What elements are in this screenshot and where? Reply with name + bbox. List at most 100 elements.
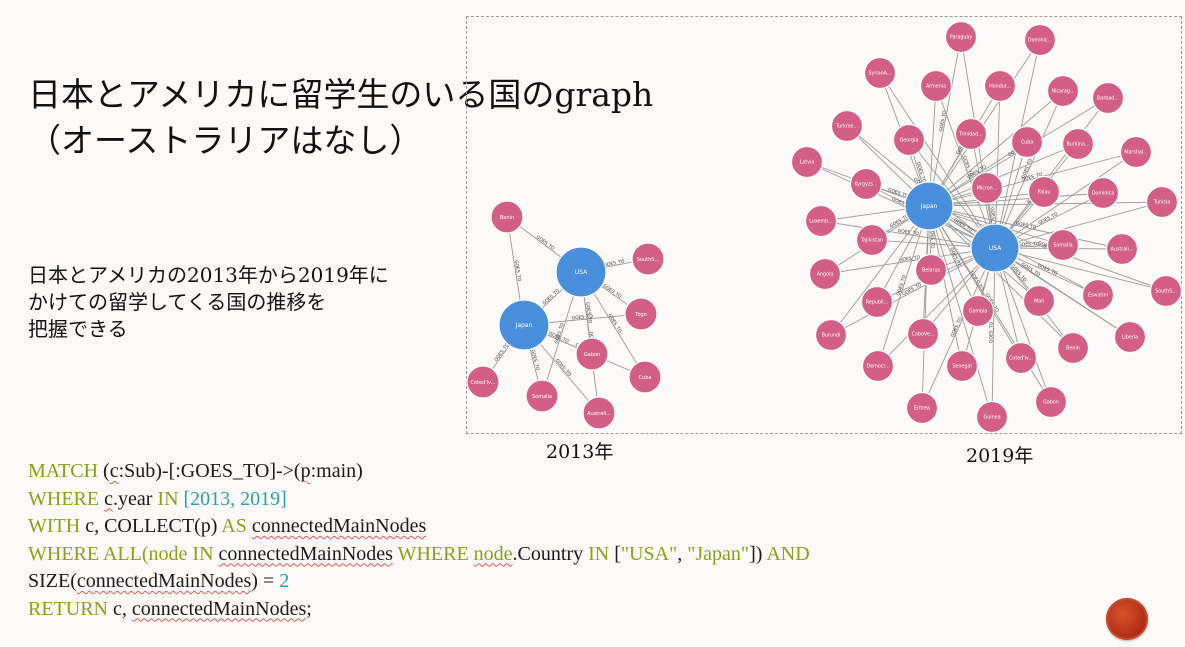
node-2019-9: Trinidad... xyxy=(954,117,988,151)
svg-text:CaboVe...: CaboVe... xyxy=(912,332,935,338)
svg-text:GOES_TO: GOES_TO xyxy=(554,358,573,378)
svg-text:GOES_TO: GOES_TO xyxy=(584,302,593,324)
svg-text:GOES_TO: GOES_TO xyxy=(938,110,948,132)
code-token: .Country xyxy=(512,542,589,565)
svg-text:Barbad...: Barbad... xyxy=(1097,96,1119,102)
svg-text:Palau: Palau xyxy=(1038,190,1051,196)
node-2019-30: Liberia xyxy=(1113,320,1147,354)
slide-title: 日本とアメリカに留学生のいる国のgraph （オーストラリアはなし） xyxy=(28,72,728,164)
node-2019-22: Australi... xyxy=(1105,232,1139,266)
node-2019-4: Hondur... xyxy=(983,69,1017,103)
keyword-where: WHERE xyxy=(28,487,100,510)
keyword-where: WHERE xyxy=(392,542,474,565)
code-variable: connectedMainNodes xyxy=(76,570,252,592)
svg-text:Cuba: Cuba xyxy=(1021,140,1033,146)
svg-text:GOES_TO: GOES_TO xyxy=(1021,171,1044,182)
svg-text:GOES_TO: GOES_TO xyxy=(952,217,974,234)
node-2019-7: Turkme... xyxy=(830,109,864,143)
slide-title-line1: 日本とアメリカに留学生のいる国のgraph xyxy=(28,75,654,114)
slide-logo-badge xyxy=(1106,598,1148,640)
code-line-6: RETURN c, connectedMainNodes; xyxy=(28,596,1008,624)
node-2019-28: Gambia xyxy=(961,294,995,328)
node-2019-36: Coted'Iv... xyxy=(1004,341,1038,375)
edge-2019: GOES_TO xyxy=(824,247,996,275)
caption-2013: 2013年 xyxy=(546,441,614,463)
node-2019-15: Micron... xyxy=(970,171,1004,205)
node-2019-24: Belarus xyxy=(914,253,948,287)
svg-text:Japan: Japan xyxy=(515,322,533,329)
node-2019-0: Paraguay xyxy=(944,20,978,54)
svg-text:Gabon: Gabon xyxy=(584,352,600,358)
keyword-match: MATCH xyxy=(28,460,99,482)
node-2013-2: Togo xyxy=(624,297,658,331)
code-token: [ xyxy=(609,542,621,565)
svg-text:Paraguay: Paraguay xyxy=(950,35,973,41)
edge-2019 xyxy=(877,247,996,367)
svg-text:Coted'Iv...: Coted'Iv... xyxy=(471,380,496,386)
code-token: p xyxy=(300,460,311,482)
svg-text:Angola: Angola xyxy=(817,272,834,278)
node-2019-18: Tunisia xyxy=(1145,185,1179,219)
svg-text:Somalia: Somalia xyxy=(532,394,552,400)
keyword-in: IN xyxy=(187,542,219,565)
keyword-in: IN xyxy=(157,487,179,510)
node-2019-38: Gabon xyxy=(1034,385,1068,419)
code-line-5: SIZE(connectedMainNodes) = 2 xyxy=(28,568,1008,596)
node-2019-japan: Japan xyxy=(904,181,954,231)
svg-text:Dominic...: Dominic... xyxy=(1028,38,1052,44)
node-2019-1: Dominic... xyxy=(1023,23,1057,57)
svg-text:Democr...: Democr... xyxy=(867,364,890,370)
node-2019-16: Palau xyxy=(1027,175,1061,209)
node-2013-1: SouthS... xyxy=(631,242,665,276)
code-variable: connectedMainNodes xyxy=(251,515,427,537)
node-2019-27: Republi... xyxy=(860,285,894,319)
node-2019-29: Mali xyxy=(1022,284,1056,318)
svg-text:GOES_TO: GOES_TO xyxy=(541,287,561,306)
svg-text:Latvia: Latvia xyxy=(800,160,815,166)
keyword-where-all: WHERE ALL( xyxy=(28,542,149,565)
svg-text:Marshal...: Marshal... xyxy=(1124,150,1147,156)
node-2019-26: SouthS... xyxy=(1149,274,1182,308)
code-token: ]) xyxy=(749,542,767,565)
node-2019-11: Burkina... xyxy=(1061,127,1095,161)
edge-2019 xyxy=(928,192,1104,207)
code-number: 2 xyxy=(279,570,290,592)
svg-text:Senegal: Senegal xyxy=(952,364,971,370)
code-token: node xyxy=(473,542,513,565)
svg-text:Mali: Mali xyxy=(1034,299,1044,305)
svg-text:Eswatini: Eswatini xyxy=(1088,293,1108,299)
svg-text:Togo: Togo xyxy=(634,312,647,318)
svg-text:GOES_TO: GOES_TO xyxy=(1018,241,1040,248)
edge-2019 xyxy=(830,205,930,336)
svg-text:SouthS...: SouthS... xyxy=(1155,289,1177,295)
code-token: node xyxy=(148,542,188,565)
edge-2019 xyxy=(928,205,1074,349)
svg-text:GOES_TO: GOES_TO xyxy=(602,283,623,300)
node-2013-0: Benin xyxy=(490,200,524,234)
code-token: ) = xyxy=(251,570,280,592)
code-line-4: WHERE ALL(node IN connectedMainNodes WHE… xyxy=(28,541,1008,569)
keyword-with: WITH xyxy=(28,515,81,537)
code-string: "USA" xyxy=(620,542,678,565)
node-2013-japan: Japan xyxy=(498,299,550,351)
svg-text:GOES_TO: GOES_TO xyxy=(899,254,921,263)
code-token: c xyxy=(109,460,119,482)
svg-text:Luxemb...: Luxemb... xyxy=(809,219,833,225)
edge-2019 xyxy=(928,39,1041,207)
node-2013-usa: USA xyxy=(555,246,607,298)
edge-2019 xyxy=(921,205,930,409)
node-2019-usa: USA xyxy=(970,223,1020,273)
svg-text:GOES_TO: GOES_TO xyxy=(989,207,998,229)
code-line-1: MATCH (c:Sub)-[:GOES_TO]->(p:main) xyxy=(28,458,1008,486)
node-2019-5: Nicarag... xyxy=(1046,74,1080,108)
edge-2019 xyxy=(994,247,1167,292)
node-2019-32: CaboVe... xyxy=(906,317,940,351)
svg-text:USA: USA xyxy=(575,269,588,276)
svg-text:GOES_TO: GOES_TO xyxy=(603,258,625,268)
svg-text:Turkme...: Turkme... xyxy=(835,124,858,130)
code-line-2: WHERE c.year IN [2013, 2019] xyxy=(28,486,1008,514)
code-token: c xyxy=(104,487,113,510)
node-2019-8: Georgia xyxy=(892,123,926,157)
cypher-query-code: MATCH (c:Sub)-[:GOES_TO]->(p:main) WHERE… xyxy=(28,458,1008,623)
node-2019-20: Tajikistan xyxy=(855,223,889,257)
